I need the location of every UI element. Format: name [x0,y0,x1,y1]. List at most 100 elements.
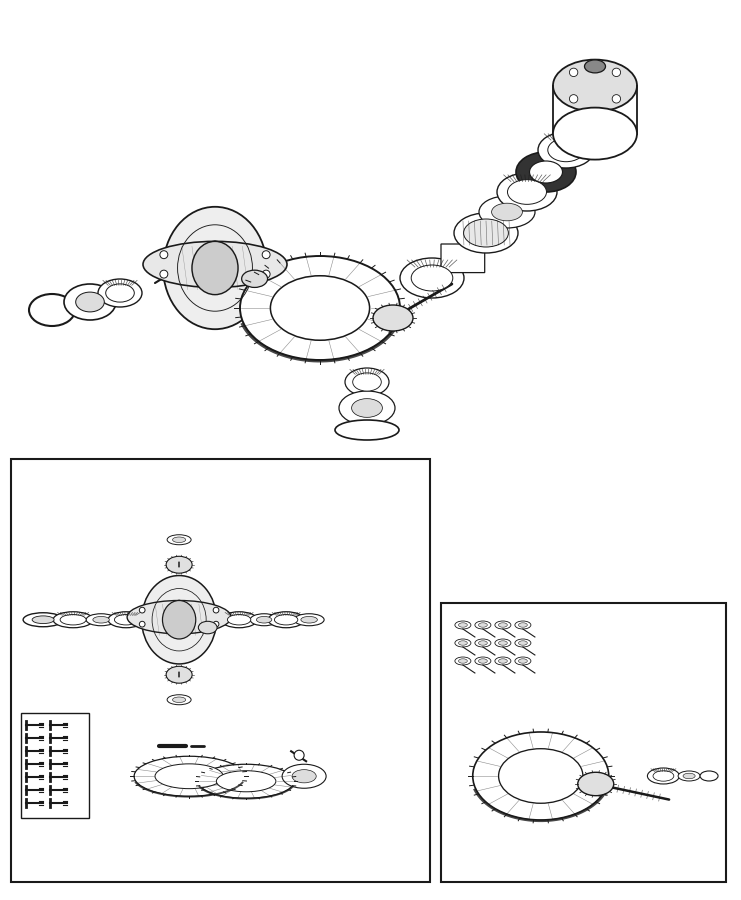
Ellipse shape [64,284,116,320]
Ellipse shape [479,623,488,627]
Ellipse shape [32,616,54,624]
Ellipse shape [53,612,93,627]
Bar [441,603,726,882]
Ellipse shape [353,373,382,392]
Ellipse shape [345,368,389,396]
Ellipse shape [553,59,637,112]
Circle shape [262,270,270,278]
Ellipse shape [411,265,453,291]
Circle shape [294,751,304,760]
Ellipse shape [274,615,298,625]
Ellipse shape [519,659,528,663]
Ellipse shape [553,108,637,159]
Ellipse shape [585,60,605,73]
Ellipse shape [167,535,191,544]
Polygon shape [441,244,485,273]
Ellipse shape [227,615,250,625]
Bar [21,713,89,818]
Ellipse shape [499,659,508,663]
Ellipse shape [301,616,317,623]
Ellipse shape [192,241,238,294]
Ellipse shape [98,279,142,307]
Ellipse shape [155,764,223,788]
Ellipse shape [400,258,464,298]
Ellipse shape [479,641,488,645]
Ellipse shape [373,305,413,331]
Ellipse shape [515,639,531,647]
Ellipse shape [464,219,508,247]
Ellipse shape [166,666,192,683]
Ellipse shape [495,639,511,647]
Ellipse shape [578,772,614,796]
Circle shape [213,621,219,627]
Circle shape [612,94,620,103]
Ellipse shape [282,764,326,788]
Ellipse shape [495,621,511,629]
Ellipse shape [242,270,268,287]
Circle shape [211,241,219,249]
Ellipse shape [86,614,116,626]
Ellipse shape [516,152,576,192]
Ellipse shape [256,616,272,623]
Ellipse shape [499,623,508,627]
Ellipse shape [538,132,594,168]
Ellipse shape [548,139,584,162]
Ellipse shape [475,657,491,665]
Ellipse shape [475,621,491,629]
Circle shape [569,68,578,76]
Ellipse shape [700,771,718,781]
Ellipse shape [108,612,144,627]
Ellipse shape [455,621,471,629]
Ellipse shape [479,196,535,228]
Ellipse shape [166,556,192,573]
Ellipse shape [479,659,488,663]
Ellipse shape [240,256,400,360]
Ellipse shape [93,616,110,623]
Ellipse shape [294,614,324,626]
Circle shape [176,628,182,634]
Ellipse shape [508,180,547,204]
Ellipse shape [221,612,257,627]
Ellipse shape [106,284,134,302]
Ellipse shape [127,600,231,634]
Ellipse shape [491,203,522,220]
Ellipse shape [497,173,557,211]
Ellipse shape [339,391,395,425]
Ellipse shape [653,770,674,781]
Bar [11,459,430,882]
Ellipse shape [648,768,679,784]
Ellipse shape [250,614,278,626]
Ellipse shape [515,621,531,629]
Ellipse shape [60,615,86,625]
Ellipse shape [499,749,583,804]
Ellipse shape [163,207,267,329]
Circle shape [139,621,145,627]
Ellipse shape [515,657,531,665]
Circle shape [139,608,145,613]
Ellipse shape [495,657,511,665]
Ellipse shape [23,613,63,626]
Ellipse shape [454,213,518,253]
Ellipse shape [519,641,528,645]
Circle shape [211,280,219,288]
Ellipse shape [459,659,468,663]
Ellipse shape [114,615,138,625]
Ellipse shape [683,773,695,778]
Ellipse shape [459,623,468,627]
Circle shape [213,608,219,613]
Ellipse shape [167,695,191,705]
Ellipse shape [475,639,491,647]
Ellipse shape [198,764,294,798]
Ellipse shape [335,420,399,440]
Ellipse shape [199,621,217,634]
Circle shape [569,94,578,103]
Circle shape [160,251,167,258]
Ellipse shape [29,294,75,326]
Ellipse shape [519,623,528,627]
Ellipse shape [142,575,216,664]
Ellipse shape [173,697,186,703]
Ellipse shape [473,732,609,820]
Circle shape [262,251,270,258]
Circle shape [612,68,620,76]
Ellipse shape [162,600,196,639]
